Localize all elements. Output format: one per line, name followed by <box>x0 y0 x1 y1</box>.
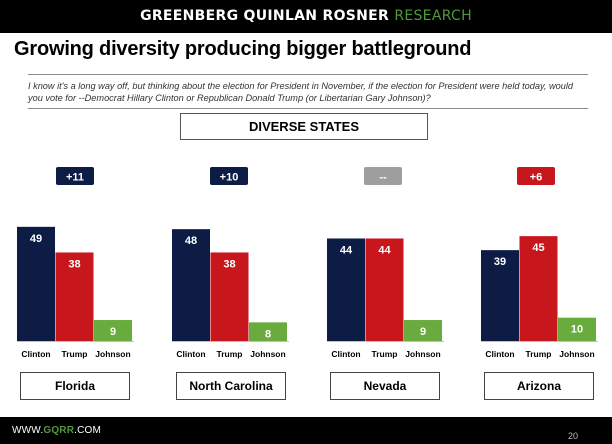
state-label: Nevada <box>330 372 440 400</box>
data-label: 38 <box>68 258 80 270</box>
survey-question: I know it's a long way off, but thinking… <box>28 74 588 109</box>
margin-badge <box>56 167 94 185</box>
url-brand: GQRR <box>43 425 75 436</box>
bar-clinton <box>327 238 365 341</box>
brand-secondary: RESEARCH <box>394 8 472 24</box>
margin-label: -- <box>379 172 387 184</box>
bar-johnson <box>558 317 596 341</box>
data-label: 49 <box>30 233 42 245</box>
category-label: Clinton <box>485 349 514 359</box>
data-label: 10 <box>571 324 583 336</box>
bar-trump <box>210 252 249 341</box>
data-label: 39 <box>494 256 506 268</box>
brand-logo: GREENBERG QUINLAN ROSNER RESEARCH <box>0 8 612 24</box>
bar-clinton <box>481 250 519 341</box>
data-label: 38 <box>223 258 235 270</box>
state-label: Arizona <box>484 372 594 400</box>
bar-johnson <box>404 320 442 341</box>
slide-title: Growing diversity producing bigger battl… <box>14 38 472 60</box>
bar-trump <box>519 236 558 341</box>
bar-trump <box>365 238 404 341</box>
category-label: Trump <box>372 349 398 359</box>
bar-johnson <box>94 320 132 341</box>
category-label: Trump <box>526 349 552 359</box>
data-label: 48 <box>185 235 197 247</box>
state-label: Florida <box>20 372 130 400</box>
footer-bar: WWW.GQRR.COM 20 <box>0 417 612 444</box>
data-label: 44 <box>378 244 391 256</box>
category-label: Clinton <box>331 349 360 359</box>
bar-clinton <box>17 226 55 341</box>
url-prefix: WWW. <box>12 425 44 436</box>
category-label: Johnson <box>250 349 285 359</box>
data-label: 45 <box>532 242 544 254</box>
margin-badge <box>517 167 555 185</box>
category-label: Clinton <box>176 349 205 359</box>
category-label: Johnson <box>559 349 594 359</box>
margin-label: +10 <box>220 172 239 184</box>
category-label: Trump <box>62 349 88 359</box>
margin-badge <box>210 167 248 185</box>
category-label: Trump <box>217 349 243 359</box>
section-label: DIVERSE STATES <box>180 113 428 140</box>
data-label: 9 <box>420 326 426 338</box>
bar-johnson <box>249 322 287 341</box>
header-bar: GREENBERG QUINLAN ROSNER RESEARCH <box>0 0 612 33</box>
url-suffix: .COM <box>74 425 102 436</box>
brand-primary: GREENBERG QUINLAN ROSNER <box>140 8 390 24</box>
margin-label: +6 <box>530 172 543 184</box>
margin-badge <box>364 167 402 185</box>
margin-label: +11 <box>66 172 84 184</box>
bar-trump <box>55 252 94 341</box>
data-label: 9 <box>110 326 116 338</box>
page-number: 20 <box>567 431 578 441</box>
bar-clinton <box>172 229 210 341</box>
data-label: 44 <box>340 244 353 256</box>
category-label: Johnson <box>405 349 440 359</box>
category-label: Clinton <box>21 349 50 359</box>
footer-url: WWW.GQRR.COM <box>12 425 101 436</box>
data-label: 8 <box>265 328 271 340</box>
category-label: Johnson <box>95 349 130 359</box>
state-label: North Carolina <box>176 372 286 400</box>
